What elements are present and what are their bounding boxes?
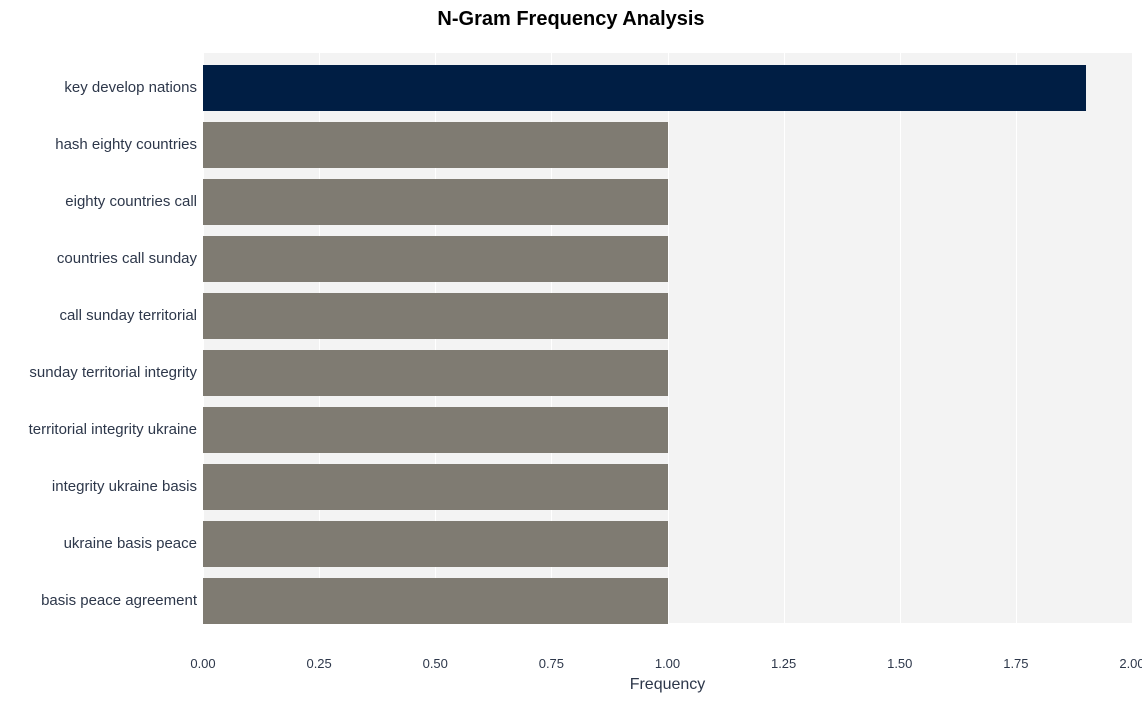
y-tick-label: integrity ukraine basis [52,478,197,495]
y-tick-label: eighty countries call [65,193,197,210]
bar [203,122,668,168]
x-tick-label: 0.25 [306,656,331,671]
x-axis-label: Frequency [203,676,1132,694]
x-tick-label: 1.00 [655,656,680,671]
y-tick-label: ukraine basis peace [64,535,197,552]
x-tick-label: 1.25 [771,656,796,671]
plot-area [203,36,1132,650]
chart-title: N-Gram Frequency Analysis [0,8,1142,31]
bar [203,464,668,510]
x-tick-label: 1.75 [1003,656,1028,671]
bar [203,293,668,339]
bar [203,350,668,396]
grid-line [1016,36,1017,650]
bar [203,521,668,567]
bar [203,236,668,282]
bar [203,407,668,453]
grid-line [900,36,901,650]
grid-line [1132,36,1133,650]
x-tick-label: 0.75 [539,656,564,671]
y-tick-label: sunday territorial integrity [29,364,197,381]
x-tick-label: 0.50 [423,656,448,671]
grid-line [784,36,785,650]
ngram-frequency-chart: N-Gram Frequency Analysis Frequency key … [0,0,1142,701]
bar [203,179,668,225]
y-tick-label: countries call sunday [57,250,197,267]
y-tick-label: basis peace agreement [41,592,197,609]
bar [203,65,1086,111]
y-tick-label: territorial integrity ukraine [29,421,197,438]
bar [203,578,668,624]
y-tick-label: key develop nations [64,79,197,96]
x-tick-label: 0.00 [190,656,215,671]
y-tick-label: call sunday territorial [59,307,197,324]
x-tick-label: 2.00 [1119,656,1142,671]
grid-line [668,36,669,650]
x-tick-label: 1.50 [887,656,912,671]
y-tick-label: hash eighty countries [55,136,197,153]
